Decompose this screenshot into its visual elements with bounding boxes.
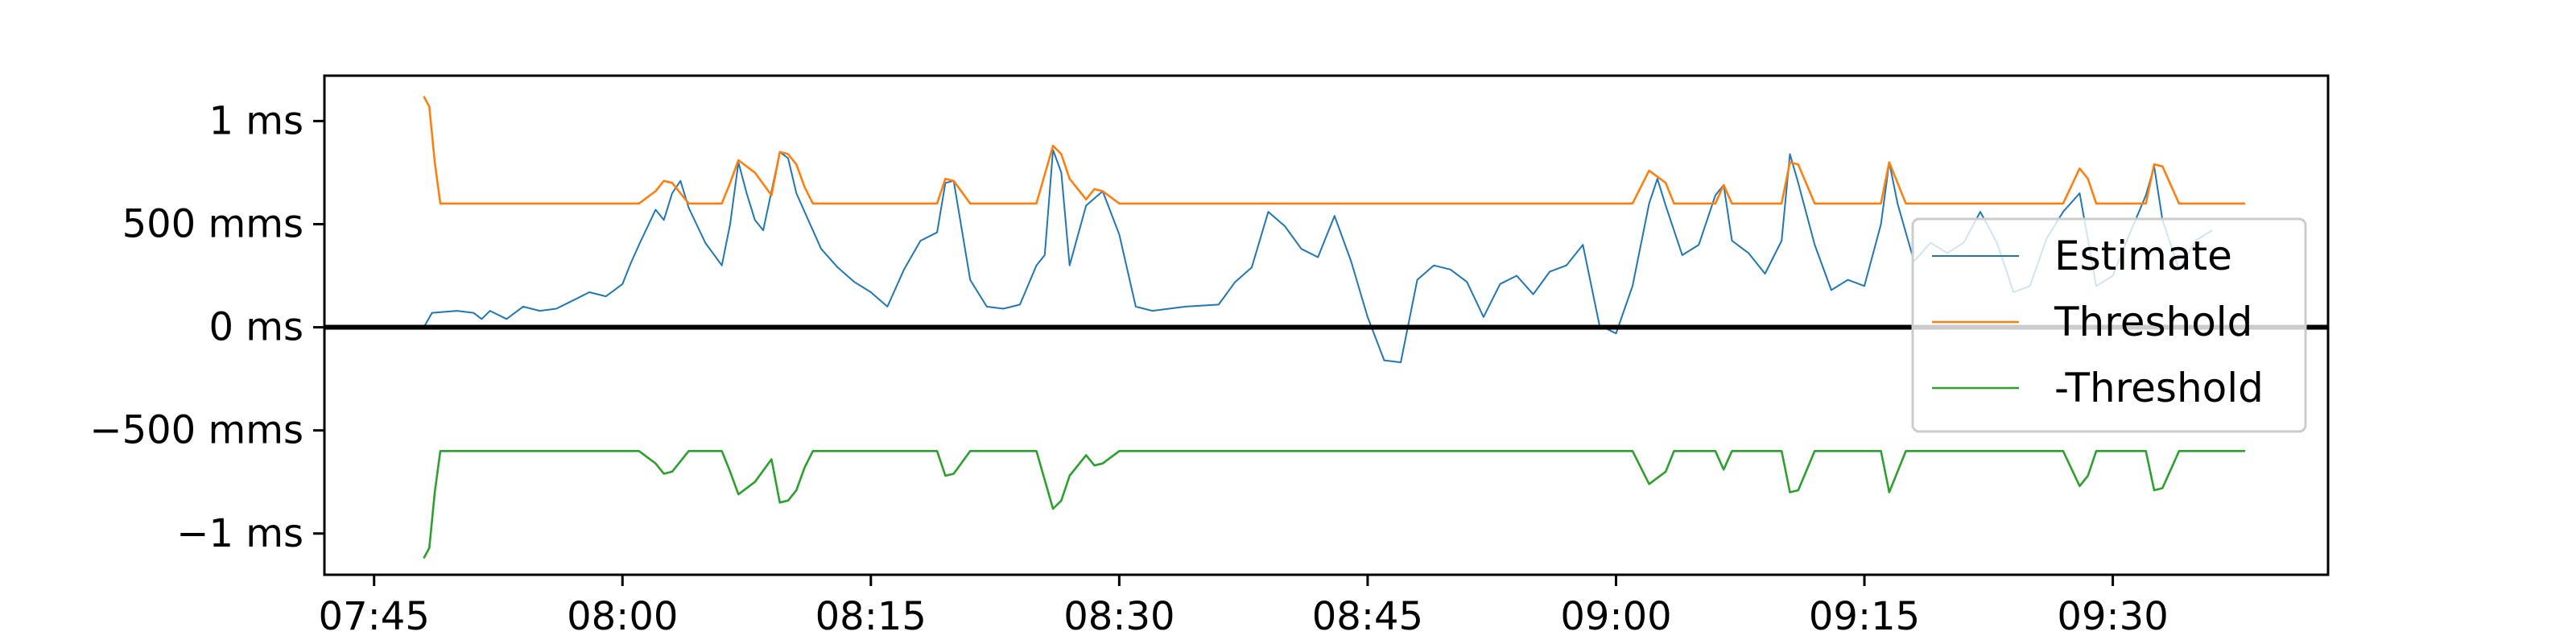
y-tick-label: 1 ms: [208, 98, 303, 143]
y-tick-label: −500 mms: [89, 408, 303, 453]
x-tick-label: 08:30: [1063, 594, 1174, 639]
series-layer: [423, 95, 2246, 559]
series-line-threshold: [423, 450, 2246, 559]
y-tick-label: 0 ms: [208, 305, 303, 350]
x-tick-label: 09:15: [1809, 594, 1920, 639]
y-tick-label: 500 mms: [122, 201, 303, 246]
x-axis: 07:45 08:00 08:15 08:30 08:45 09:00 09:15 09:30: [319, 575, 2169, 639]
x-tick-label: 08:45: [1312, 594, 1423, 639]
legend-box: [1911, 217, 2307, 433]
y-tick-label: −1 ms: [176, 511, 303, 556]
series-line-estimate: [423, 149, 2213, 364]
plot-area-frame: [323, 74, 2330, 576]
x-tick-label: 09:00: [1560, 594, 1671, 639]
legend-label-threshold: -Threshold: [2054, 365, 2264, 411]
legend: Estimate Threshold -Threshold: [1911, 217, 2307, 433]
x-tick-label: 09:30: [2057, 594, 2168, 639]
x-tick-label: 08:15: [815, 594, 927, 639]
x-tick-label: 08:00: [567, 594, 678, 639]
x-tick-label: 07:45: [319, 594, 430, 639]
series-line-threshold: [423, 95, 2246, 205]
legend-label-estimate: Estimate: [2054, 233, 2232, 279]
legend-label-threshold: Threshold: [2054, 299, 2252, 345]
y-axis: 1 ms 500 mms 0 ms −500 mms −1 ms: [89, 98, 324, 556]
